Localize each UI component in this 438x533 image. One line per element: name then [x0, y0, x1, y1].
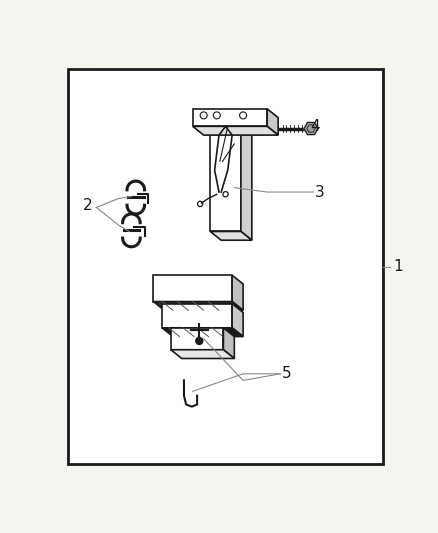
Polygon shape [193, 109, 267, 126]
Polygon shape [232, 304, 243, 336]
Polygon shape [232, 275, 243, 310]
Polygon shape [153, 302, 243, 310]
Polygon shape [193, 126, 278, 135]
Polygon shape [223, 328, 234, 359]
Circle shape [196, 337, 203, 344]
Polygon shape [171, 350, 234, 359]
Polygon shape [210, 126, 241, 231]
Polygon shape [210, 231, 252, 240]
Text: 2: 2 [83, 198, 92, 213]
Polygon shape [153, 275, 232, 302]
Bar [68, 69, 383, 464]
Text: 4: 4 [311, 119, 320, 134]
Polygon shape [267, 109, 278, 135]
Polygon shape [171, 328, 223, 350]
Polygon shape [162, 304, 232, 328]
Polygon shape [241, 126, 252, 240]
Text: 1: 1 [394, 259, 403, 274]
Text: 3: 3 [315, 184, 325, 199]
Polygon shape [304, 123, 318, 135]
Text: 5: 5 [282, 366, 292, 381]
Polygon shape [162, 328, 243, 336]
